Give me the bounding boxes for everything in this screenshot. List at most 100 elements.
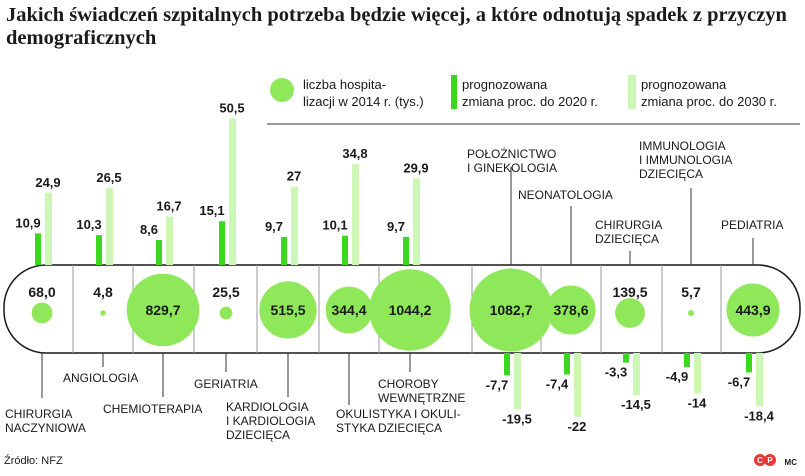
publisher-logo: C P [754,454,776,466]
bubble [469,268,553,352]
bubble [259,281,317,339]
bubble [219,306,233,320]
bar-2030 [574,353,581,417]
bubble [687,309,695,317]
bar-2030 [106,188,113,265]
bar-2030 [756,353,763,407]
category-label: CHOROBY [378,377,439,391]
label-2014: 829,7 [145,302,180,318]
bar-2030 [694,353,701,394]
category-label: KARDIOLOGIA [226,400,309,414]
bar-2030 [166,216,173,265]
label-2020: -3,3 [605,365,627,380]
label-2020: -4,9 [666,369,688,384]
chart-title: Jakich świadczeń szpitalnych potrzeba bę… [6,4,787,49]
bar-2030 [45,192,52,265]
legend-2020-swatch [451,75,457,109]
label-2030: 27 [287,169,301,184]
category-label: I IMMUNOLOGIA [639,153,732,167]
label-2030: -14,5 [621,397,651,412]
label-2014: 139,5 [612,284,647,300]
label-2014: 344,4 [331,302,366,318]
category-label: IMMUNOLOGIA [639,139,726,153]
category-label: POŁOŻNICTWO [467,147,556,161]
label-2020: 9,7 [265,219,283,234]
bubble [726,283,780,337]
label-2020: -6,7 [728,374,750,389]
legend-2030-swatch [628,75,636,109]
label-2020: 8,6 [140,222,158,237]
category-label: ANGIOLOGIA [63,371,138,385]
label-2014: 443,9 [735,302,770,318]
label-2030: 29,9 [403,160,428,175]
legend-bubble-swatch [270,78,294,102]
category-label: CHEMIOTERAPIA [103,402,202,416]
category-label: GERIATRIA [194,377,258,391]
label-2030: 26,5 [96,170,121,185]
bar-2030 [633,353,640,396]
label-2020: -7,7 [486,377,508,392]
bar-2020 [403,236,409,265]
label-2014: 68,0 [28,284,55,300]
label-2030: 34,8 [342,146,367,161]
label-2030: 50,5 [219,101,244,116]
bar-2020 [684,353,690,368]
svg-text:C: C [757,456,763,465]
bar-2030 [291,186,298,265]
bar-2020 [35,233,41,265]
bar-2030 [514,353,521,410]
bar-2020 [504,353,510,376]
source-note: Źródło: NFZ [4,455,63,467]
bar-2020 [342,235,348,265]
bar-2020 [746,353,752,373]
category-label: DZIECIĘCA [226,428,290,442]
legend-2020-label: prognozowana zmiana proc. do 2020 r. [462,77,598,109]
category-label: OKULISTYKA I OKULI- [336,407,461,421]
bar-2030 [352,164,359,265]
label-2030: -14 [688,396,708,411]
category-label: DZIECIĘCA [639,167,703,181]
category-label: I GINEKOLOGIA [467,161,557,175]
category-label: NACZYNIOWA [5,421,86,435]
category-label: CHIRURGIA [5,407,72,421]
bubble [325,286,373,334]
category-label: STYKA DZIECIĘCA [336,421,442,435]
label-2020: 10,3 [76,217,101,232]
bubble [369,269,451,351]
label-2014: 25,5 [212,284,239,300]
label-2030: -22 [568,419,587,434]
label-2020: -7,4 [546,376,569,391]
legend-2030-label: prognozowana zmiana proc. do 2030 r. [641,77,777,109]
author-credit: MC [784,458,797,467]
bubble [31,302,53,324]
legend-bubble-dot [270,78,294,102]
legend-2020-bar [451,75,457,109]
bubble [546,285,596,335]
label-2020: 9,7 [387,219,405,234]
label-2020: 10,9 [15,215,40,230]
bar-2030 [229,118,236,265]
label-2030: 24,9 [35,175,60,190]
legend-bubble-label: liczba hospita- lizacji w 2014 r. (tys.) [303,77,424,109]
category-label: WEWNĘTRZNE [378,391,465,405]
bar-2020 [96,235,102,265]
label-2030: -19,5 [502,412,532,427]
label-2014: 1044,2 [389,302,432,318]
category-label: CHIRURGIA [595,218,662,232]
category-label: NEONATOLOGIA [518,188,613,202]
label-2020: 10,1 [322,218,347,233]
label-2030: -18,4 [744,408,774,423]
bar-2020 [281,236,287,265]
category-label: DZIECIĘCA [595,232,659,246]
legend-2030-bar [628,75,636,109]
bar-2020 [564,353,570,375]
label-2014: 5,7 [681,284,701,300]
category-label: I KARDIOLOGIA [226,414,315,428]
label-2020: 15,1 [199,203,224,218]
bar-2030 [413,178,420,265]
bar-2020 [623,353,629,363]
bubble [126,273,200,347]
label-2030: 16,7 [156,199,181,214]
